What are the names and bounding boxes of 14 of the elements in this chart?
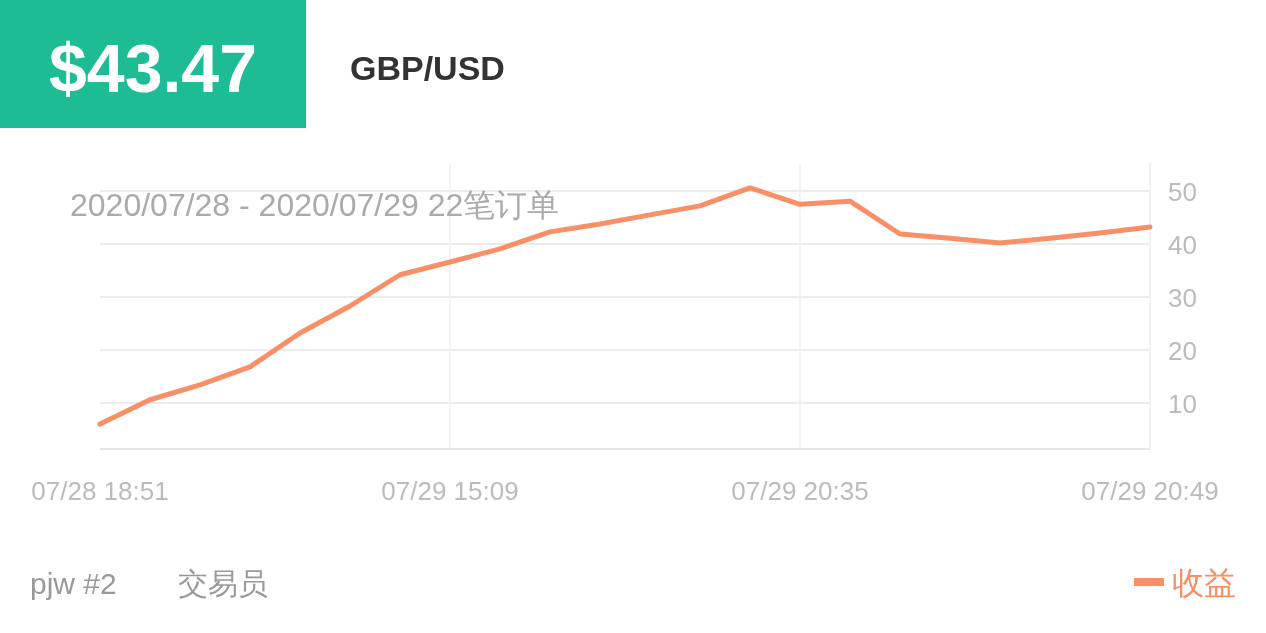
annotation: $43.47 [49, 30, 257, 106]
x-tick-label: 07/28 18:51 [31, 476, 169, 506]
y-tick-label: 10 [1168, 388, 1197, 419]
x-tick-label: 07/29 20:49 [1081, 476, 1219, 506]
x-tick-label: 07/29 15:09 [381, 476, 519, 506]
subtitle: 2020/07/28 - 2020/07/29 22笔订单 [70, 187, 560, 223]
y-tick-label: 30 [1168, 283, 1197, 313]
y-tick-label: 40 [1168, 230, 1197, 261]
title: GBP/USD [350, 49, 505, 87]
x-tick-label: 07/29 20:35 [731, 476, 869, 506]
y-tick-label: 50 [1168, 177, 1197, 208]
annotation: pjw #2 [30, 567, 117, 600]
y-tick-label: 20 [1168, 335, 1197, 366]
annotation: 交易员 [178, 567, 268, 600]
